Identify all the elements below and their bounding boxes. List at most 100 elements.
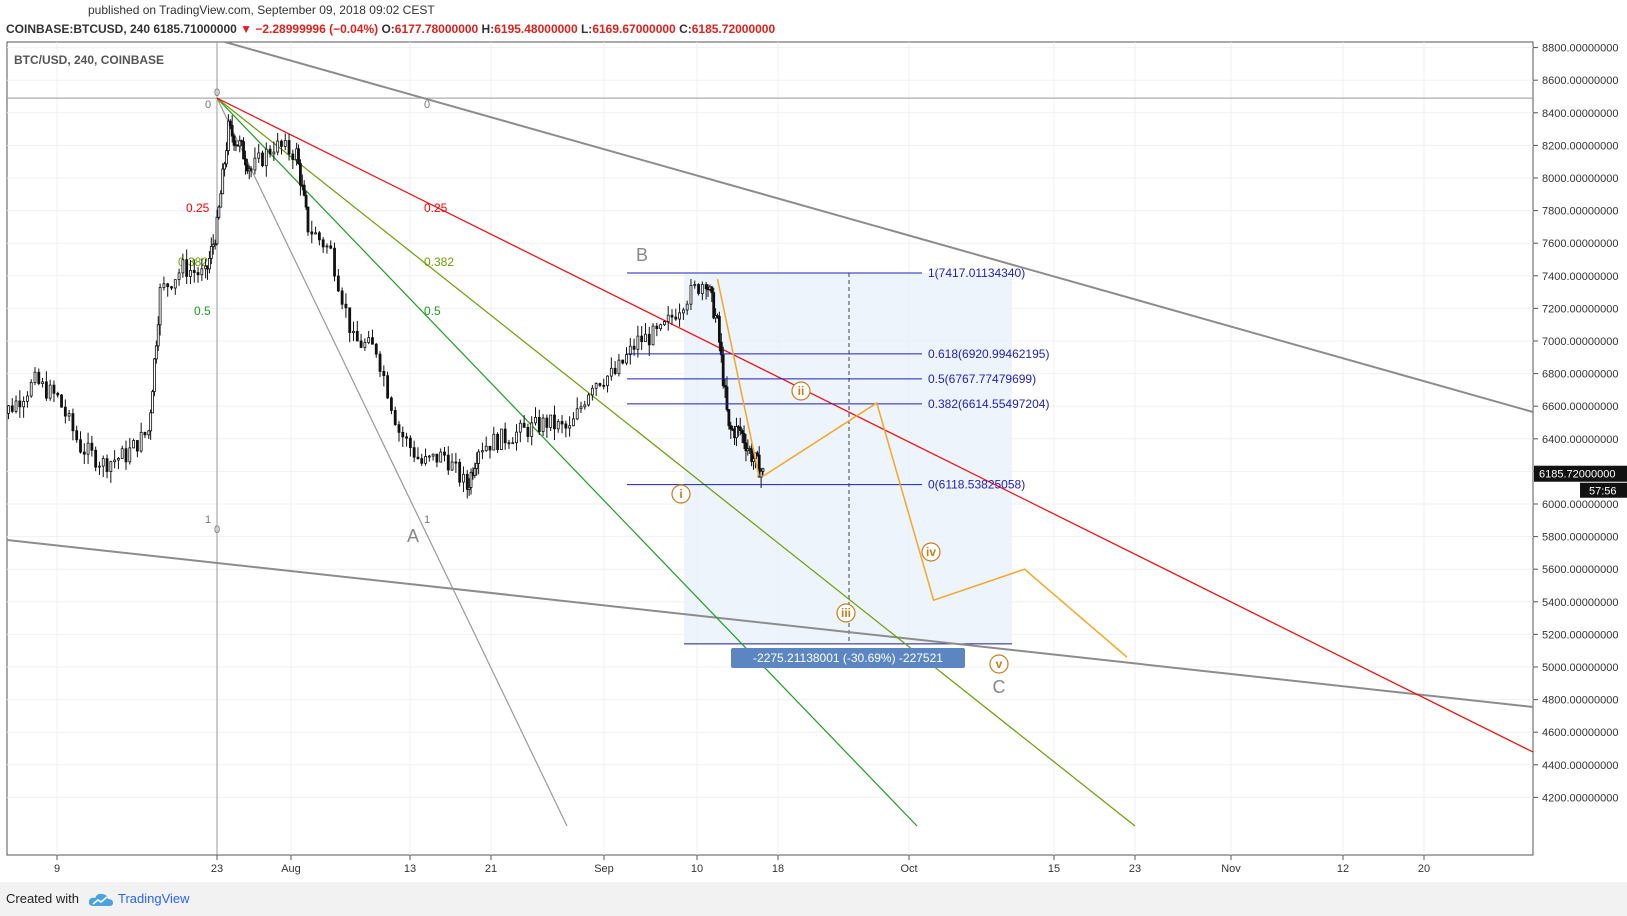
candle-body <box>617 359 621 374</box>
candle-body <box>124 448 128 463</box>
wave-label-minor: i <box>679 487 682 501</box>
wave-label-circle <box>989 654 1009 674</box>
candle-body <box>655 325 659 330</box>
candle-body <box>306 206 310 233</box>
candle-body <box>568 425 572 429</box>
candle-body <box>424 456 427 464</box>
candle-body <box>291 153 295 160</box>
x-tick-label: 12 <box>1337 863 1349 875</box>
candle-body <box>7 405 10 414</box>
high-value: 6195.48000000 <box>494 22 578 36</box>
candle-body <box>336 275 340 292</box>
x-tick-label: Sep <box>594 863 614 875</box>
candle-body <box>587 394 590 406</box>
candle-body <box>721 354 725 386</box>
x-tick-label: 18 <box>772 863 784 875</box>
candle-body <box>507 442 511 445</box>
created-with-text: Created with <box>6 891 79 906</box>
low-value: 6169.67000000 <box>592 22 676 36</box>
measure-area <box>684 273 1012 644</box>
candle-body <box>759 470 763 478</box>
candle-body <box>511 442 515 445</box>
candle-body <box>484 445 488 452</box>
time-axis[interactable]: 9 23 Aug 13 21 Sep 10 18 Oct 15 23 Nov 12 20 <box>54 855 1430 875</box>
candle-body <box>240 140 244 143</box>
candle-body <box>556 421 560 430</box>
fib-level-label: 0.618(6920.99462195) <box>928 347 1049 361</box>
candle-body <box>304 194 308 208</box>
candle-body <box>462 473 465 483</box>
y-tick-label: 8200.00000000 <box>1542 140 1618 152</box>
candle-body <box>371 337 374 345</box>
candle-body <box>109 461 113 472</box>
candle-body <box>492 433 496 451</box>
candle-body <box>249 168 253 171</box>
candle-body <box>621 359 625 364</box>
candle-body <box>744 442 748 452</box>
candle-body <box>56 392 60 396</box>
candle-body <box>166 283 170 288</box>
candle-body <box>363 342 367 348</box>
candle-body <box>29 382 33 397</box>
fan-one-label: 1 <box>205 514 211 526</box>
candle-body <box>727 409 731 427</box>
candle-body <box>716 315 719 317</box>
fan-line-025 <box>216 97 1533 753</box>
candle-body <box>518 422 522 433</box>
candle-body <box>4 413 6 422</box>
x-tick-label: Oct <box>900 863 917 875</box>
candle-body <box>329 245 333 249</box>
candle-body <box>232 135 236 146</box>
candle-body <box>14 400 18 412</box>
candle-body <box>473 468 477 476</box>
candle-body <box>405 436 408 439</box>
candle-body <box>283 140 287 147</box>
candle-body <box>446 454 450 471</box>
x-tick-label: 21 <box>485 863 497 875</box>
candle-body <box>22 400 26 408</box>
candle-body <box>710 286 714 294</box>
candle-body <box>700 284 704 294</box>
candle-body <box>48 384 52 399</box>
candle-body <box>537 417 541 432</box>
y-tick-label: 8800.00000000 <box>1542 43 1618 55</box>
candle-body <box>37 371 41 384</box>
candle-body <box>215 216 219 245</box>
candle-body <box>431 453 435 457</box>
y-tick-label: 8400.00000000 <box>1542 108 1618 120</box>
candle-body <box>564 423 568 429</box>
candle-body <box>750 448 754 462</box>
candle-body <box>41 381 44 384</box>
candle-body <box>33 371 37 383</box>
candle-body <box>225 150 228 165</box>
y-tick-label: 6600.00000000 <box>1542 401 1618 413</box>
price-axis[interactable]: 4200.00000000 4400.00000000 4600.00000000 4… <box>1533 43 1627 805</box>
candle-body <box>245 164 249 172</box>
y-tick-label: 5200.00000000 <box>1542 629 1618 641</box>
fan-zero-label: 0 <box>424 99 430 111</box>
y-tick-label: 4600.00000000 <box>1542 727 1618 739</box>
candle-body <box>560 421 564 425</box>
candle-body <box>636 335 640 350</box>
x-tick-label: Aug <box>281 863 301 875</box>
candle-body <box>757 454 761 478</box>
wave-label-c: C <box>993 677 1006 697</box>
wave-label-b: B <box>636 245 648 265</box>
y-tick-label: 5800.00000000 <box>1542 532 1618 544</box>
candle-body <box>219 193 223 208</box>
chart-title: BTC/USD, 240, COINBASE <box>14 53 164 67</box>
candle-body <box>79 439 82 453</box>
y-tick-label: 7000.00000000 <box>1542 336 1618 348</box>
tradingview-link[interactable]: TradingView <box>118 891 190 906</box>
candle-body <box>723 385 727 388</box>
candle-body <box>435 453 439 463</box>
candle-body <box>302 184 306 196</box>
candle-body <box>44 381 48 399</box>
candle-body <box>594 383 598 389</box>
candle-body <box>725 386 729 410</box>
candle-body <box>238 140 242 147</box>
candle-body <box>412 447 416 458</box>
candle-body <box>173 279 177 289</box>
fan-zero-label: 0 <box>214 87 220 99</box>
